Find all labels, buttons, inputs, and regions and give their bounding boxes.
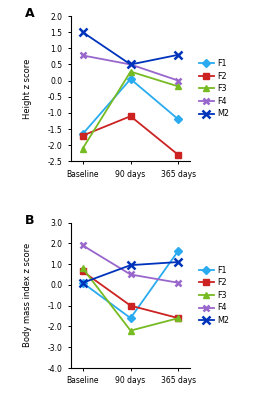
Text: B: B bbox=[25, 214, 35, 227]
M2 bbox=[81, 280, 84, 285]
F1 bbox=[81, 280, 84, 285]
Line: M2: M2 bbox=[79, 28, 183, 69]
F1 bbox=[129, 316, 132, 320]
Legend: F1, F2, F3, F4, M2: F1, F2, F3, F4, M2 bbox=[199, 266, 229, 325]
F4 bbox=[177, 280, 180, 285]
M2 bbox=[177, 260, 180, 264]
Legend: F1, F2, F3, F4, M2: F1, F2, F3, F4, M2 bbox=[199, 59, 229, 118]
Line: F4: F4 bbox=[79, 242, 182, 286]
Y-axis label: Height z score: Height z score bbox=[23, 58, 32, 119]
Line: M2: M2 bbox=[79, 258, 183, 287]
F4 bbox=[81, 53, 84, 58]
F3 bbox=[129, 69, 132, 74]
M2 bbox=[81, 30, 84, 34]
F4 bbox=[81, 243, 84, 248]
F1 bbox=[81, 132, 84, 136]
M2 bbox=[177, 52, 180, 57]
F4 bbox=[177, 78, 180, 83]
F2 bbox=[129, 303, 132, 308]
F2 bbox=[81, 133, 84, 138]
Text: A: A bbox=[25, 7, 35, 20]
Line: F2: F2 bbox=[80, 268, 181, 321]
Line: F4: F4 bbox=[79, 52, 182, 84]
F2 bbox=[177, 152, 180, 157]
F4 bbox=[129, 272, 132, 277]
F1 bbox=[129, 77, 132, 82]
M2 bbox=[129, 263, 132, 268]
M2 bbox=[129, 62, 132, 67]
F3 bbox=[177, 84, 180, 89]
Y-axis label: Body mass index z score: Body mass index z score bbox=[23, 243, 32, 347]
F3 bbox=[81, 266, 84, 271]
F1 bbox=[177, 248, 180, 253]
Line: F3: F3 bbox=[79, 68, 182, 152]
Line: F2: F2 bbox=[80, 114, 181, 158]
F2 bbox=[129, 114, 132, 119]
F2 bbox=[81, 269, 84, 274]
F3 bbox=[177, 316, 180, 320]
F3 bbox=[129, 328, 132, 333]
F1 bbox=[177, 117, 180, 122]
Line: F1: F1 bbox=[80, 248, 181, 321]
Line: F3: F3 bbox=[79, 265, 182, 334]
Line: F1: F1 bbox=[80, 76, 181, 137]
F2 bbox=[177, 316, 180, 320]
F3 bbox=[81, 146, 84, 151]
F4 bbox=[129, 62, 132, 67]
